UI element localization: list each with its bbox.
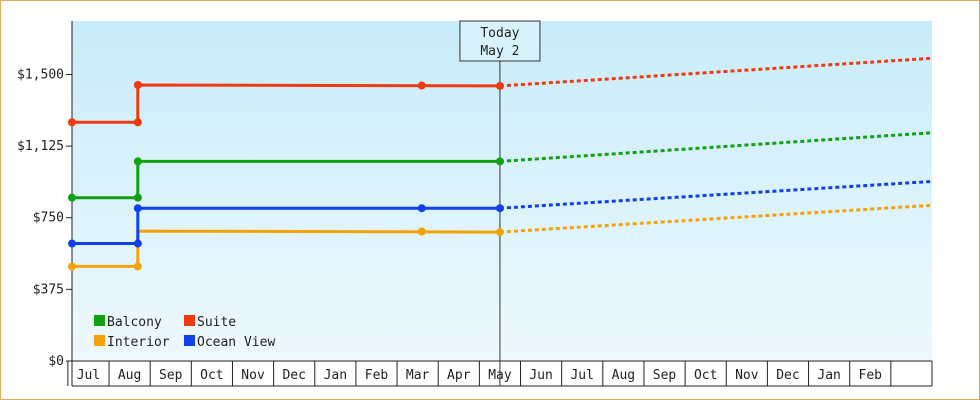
legend-label-interior: Interior xyxy=(107,335,170,350)
legend-label-ocean-view: Ocean View xyxy=(197,335,275,350)
y-tick-label: $1,500 xyxy=(17,67,64,82)
x-tick-label: Jan xyxy=(324,368,347,383)
series-line-balcony xyxy=(72,159,500,200)
legend-label-suite: Suite xyxy=(197,315,236,330)
today-label-line1: Today xyxy=(480,26,519,41)
series-point-interior xyxy=(495,228,504,237)
legend-swatch-balcony xyxy=(94,315,105,326)
x-tick-label: Aug xyxy=(118,368,141,383)
series-point-balcony xyxy=(495,157,504,166)
legend-swatch-suite xyxy=(184,315,195,326)
series-point-balcony xyxy=(133,157,142,166)
x-tick-label: Aug xyxy=(612,368,635,383)
series-point-suite xyxy=(133,80,142,89)
legend-swatch-interior xyxy=(94,335,105,346)
y-tick-label: $375 xyxy=(33,282,64,297)
series-forecast-ocean-view xyxy=(499,179,933,210)
x-tick-label: Jul xyxy=(77,368,100,383)
x-tick-label: Jul xyxy=(570,368,593,383)
x-tick-label: Nov xyxy=(735,368,759,383)
x-tick-label: Jan xyxy=(817,368,840,383)
legend-swatch-ocean-view xyxy=(184,335,195,346)
series-forecast-interior xyxy=(499,203,933,234)
series-point-ocean-view xyxy=(495,204,504,213)
series-line-suite xyxy=(72,83,500,124)
series-point-ocean-view xyxy=(68,239,76,248)
series-point-suite xyxy=(68,118,76,127)
series-point-ocean-view xyxy=(133,239,142,248)
x-tick-label: Feb xyxy=(365,368,389,383)
x-tick-label: Jun xyxy=(529,368,552,383)
x-tick-label: Dec xyxy=(282,368,305,383)
series-point-suite xyxy=(417,81,426,90)
series-point-interior xyxy=(68,262,76,271)
series-point-interior xyxy=(133,262,142,271)
series-forecast-balcony xyxy=(499,131,933,163)
y-tick-label: $750 xyxy=(33,211,64,226)
x-tick-label: Oct xyxy=(694,368,717,383)
plot-background xyxy=(72,21,932,361)
y-tick-label: $1,125 xyxy=(17,139,64,154)
series-forecast-suite xyxy=(499,56,933,88)
x-tick-label: Oct xyxy=(200,368,223,383)
x-tick-label: Mar xyxy=(406,368,430,383)
series-point-ocean-view xyxy=(417,204,426,213)
today-label-box xyxy=(459,20,541,62)
series-point-interior xyxy=(417,227,426,236)
x-tick-label: Sep xyxy=(653,368,677,383)
legend-label-balcony: Balcony xyxy=(107,315,162,330)
series-point-suite xyxy=(495,81,504,90)
y-tick-label: $0 xyxy=(48,354,64,369)
series-point-balcony xyxy=(133,193,142,202)
series-line-ocean-view xyxy=(72,206,500,245)
x-tick-label: Sep xyxy=(159,368,183,383)
series-point-suite xyxy=(133,118,142,127)
today-label-line2: May 2 xyxy=(480,44,519,59)
x-tick-label: Dec xyxy=(776,368,799,383)
x-tick-label: Feb xyxy=(859,368,883,383)
series-line-interior xyxy=(72,229,500,268)
x-tick-label: Apr xyxy=(447,368,471,383)
series-point-balcony xyxy=(68,193,76,202)
series-point-ocean-view xyxy=(133,204,142,213)
x-tick-label: Nov xyxy=(241,368,265,383)
